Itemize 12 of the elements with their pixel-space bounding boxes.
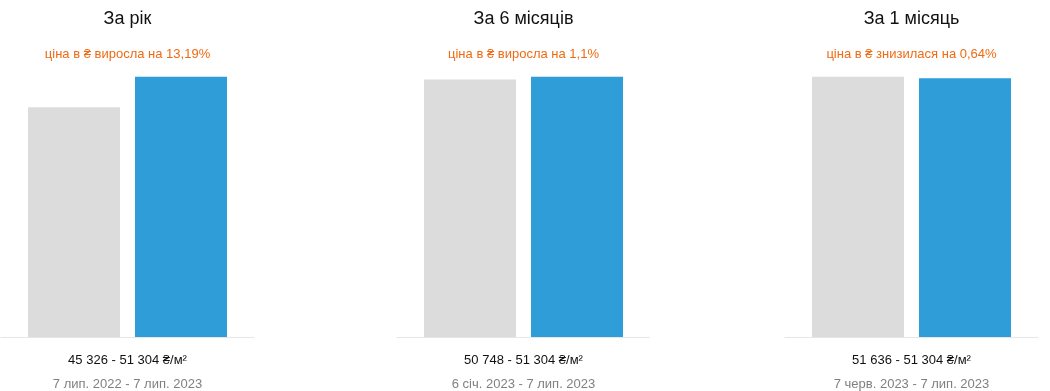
chart-subtitle: ціна в ₴ виросла на 13,19% xyxy=(44,45,211,61)
chart-subtitle: ціна в ₴ виросла на 1,1% xyxy=(448,45,600,61)
text: 45 326 - 51 304 ₴/м² xyxy=(68,351,188,367)
chart-subtitle: ціна в ₴ знизилася на 0,64% xyxy=(826,45,998,61)
text: 51 636 - 51 304 ₴/м² xyxy=(852,351,972,367)
text: 7 лип. 2022 - 7 лип. 2023 xyxy=(52,375,203,391)
chart-title: За рік xyxy=(103,7,152,28)
text: 6 січ. 2023 - 7 лип. 2023 xyxy=(451,375,596,391)
text: 50 748 - 51 304 ₴/м² xyxy=(464,351,584,367)
text: 7 черв. 2023 - 7 лип. 2023 xyxy=(833,375,990,391)
chart-title: За 6 місяців xyxy=(473,7,574,28)
chart-title: За 1 місяць xyxy=(863,7,960,28)
